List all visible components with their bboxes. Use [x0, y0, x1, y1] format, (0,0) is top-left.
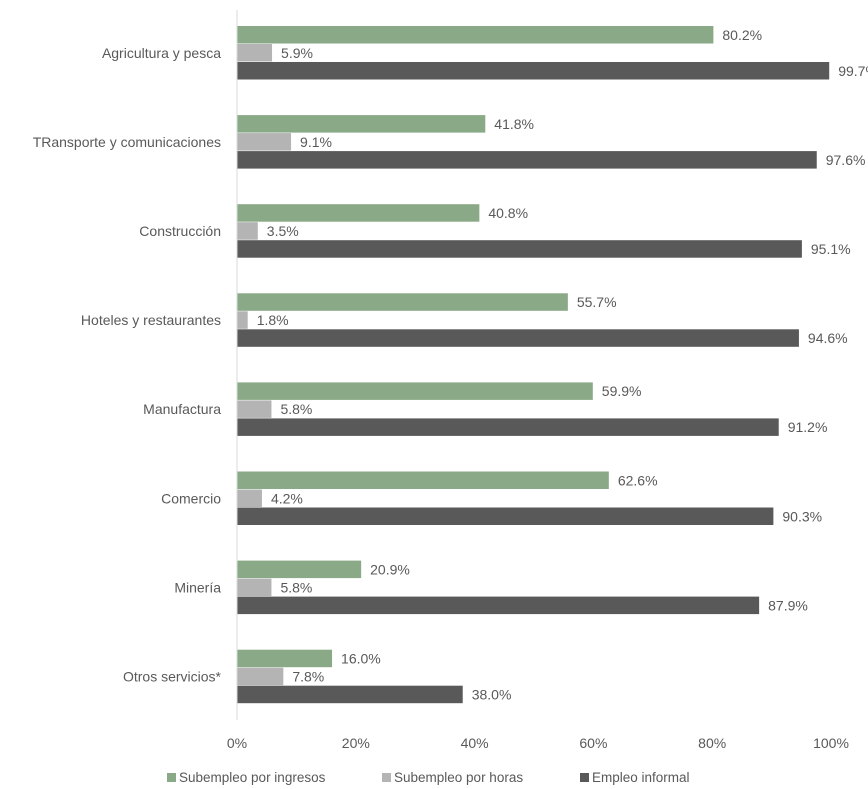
data-label: 5.8%: [280, 401, 312, 417]
data-label: 1.8%: [257, 312, 289, 328]
x-tick-label: 80%: [698, 735, 726, 751]
bar-subempleo-por-horas: [237, 44, 273, 62]
data-label: 5.8%: [280, 579, 312, 595]
bar-subempleo-por-horas: [237, 222, 258, 240]
bar-subempleo-por-horas: [237, 311, 248, 329]
x-tick-label: 20%: [342, 735, 370, 751]
data-label: 4.2%: [271, 490, 303, 506]
data-labels: 80.2% 5.9% 99.7% 41.8% 9.1% 97.6% 40.8% 3.5% 95.…: [257, 27, 868, 703]
bar-empleo-informal: [237, 418, 779, 436]
data-label: 94.6%: [808, 330, 848, 346]
data-label: 9.1%: [300, 134, 332, 150]
category-label: TRansporte y comunicaciones: [33, 134, 221, 150]
category-label: Minería: [174, 579, 221, 595]
bar-empleo-informal: [237, 596, 760, 615]
category-labels: Agricultura y pesca TRansporte y comunica…: [33, 45, 222, 685]
x-tick-label: 60%: [579, 735, 607, 751]
category-label: Otros servicios*: [123, 668, 222, 684]
legend-swatch: [382, 773, 391, 782]
legend-label: Empleo informal: [592, 770, 690, 785]
bar-subempleo-por-horas: [237, 133, 292, 151]
data-label: 40.8%: [488, 205, 528, 221]
legend-label: Subempleo por ingresos: [179, 770, 326, 785]
bar-subempleo-por-horas: [237, 667, 284, 686]
bar-subempleo-por-ingresos: [237, 204, 480, 222]
bar-subempleo-por-ingresos: [237, 649, 333, 668]
data-label: 62.6%: [618, 472, 658, 488]
legend-label: Subempleo por horas: [394, 770, 523, 785]
legend: Subempleo por ingresos Subempleo por hora…: [167, 770, 690, 785]
category-label: Hoteles y restaurantes: [81, 312, 221, 328]
category-label: Agricultura y pesca: [102, 45, 221, 61]
data-label: 99.7%: [838, 63, 868, 79]
data-label: 90.3%: [782, 508, 822, 524]
bar-subempleo-por-ingresos: [237, 293, 568, 311]
data-label: 59.9%: [602, 383, 642, 399]
bar-empleo-informal: [237, 62, 830, 80]
data-label: 95.1%: [811, 241, 851, 257]
legend-swatch: [580, 773, 589, 782]
category-label: Comercio: [161, 490, 221, 506]
data-label: 20.9%: [370, 561, 410, 577]
data-label: 80.2%: [722, 27, 762, 43]
bars-layer: [237, 26, 830, 704]
bar-subempleo-por-ingresos: [237, 115, 486, 133]
category-label: Construcción: [139, 223, 221, 239]
bar-empleo-informal: [237, 240, 802, 258]
bar-empleo-informal: [237, 685, 463, 704]
data-label: 41.8%: [494, 116, 534, 132]
data-label: 3.5%: [267, 223, 299, 239]
category-label: Manufactura: [143, 401, 221, 417]
data-label: 97.6%: [826, 152, 866, 168]
data-label: 91.2%: [788, 419, 828, 435]
x-tick-label: 0%: [227, 735, 247, 751]
data-label: 7.8%: [292, 668, 324, 684]
bar-subempleo-por-horas: [237, 489, 262, 507]
data-label: 87.9%: [768, 597, 808, 613]
bar-subempleo-por-ingresos: [237, 26, 714, 44]
x-tick-label: 100%: [813, 735, 849, 751]
bar-subempleo-por-ingresos: [237, 560, 362, 579]
bar-subempleo-por-ingresos: [237, 471, 609, 489]
bar-empleo-informal: [237, 151, 817, 169]
legend-swatch: [167, 773, 176, 782]
data-label: 38.0%: [472, 686, 512, 702]
x-tick-label: 40%: [461, 735, 489, 751]
bar-subempleo-por-horas: [237, 578, 272, 597]
bar-empleo-informal: [237, 507, 774, 525]
bar-subempleo-por-ingresos: [237, 382, 593, 400]
data-label: 5.9%: [281, 45, 313, 61]
bar-empleo-informal: [237, 329, 799, 347]
data-label: 16.0%: [341, 650, 381, 666]
bar-subempleo-por-horas: [237, 400, 272, 418]
data-label: 55.7%: [577, 294, 617, 310]
x-tick-labels: 0% 20% 40% 60% 80% 100%: [227, 735, 849, 751]
